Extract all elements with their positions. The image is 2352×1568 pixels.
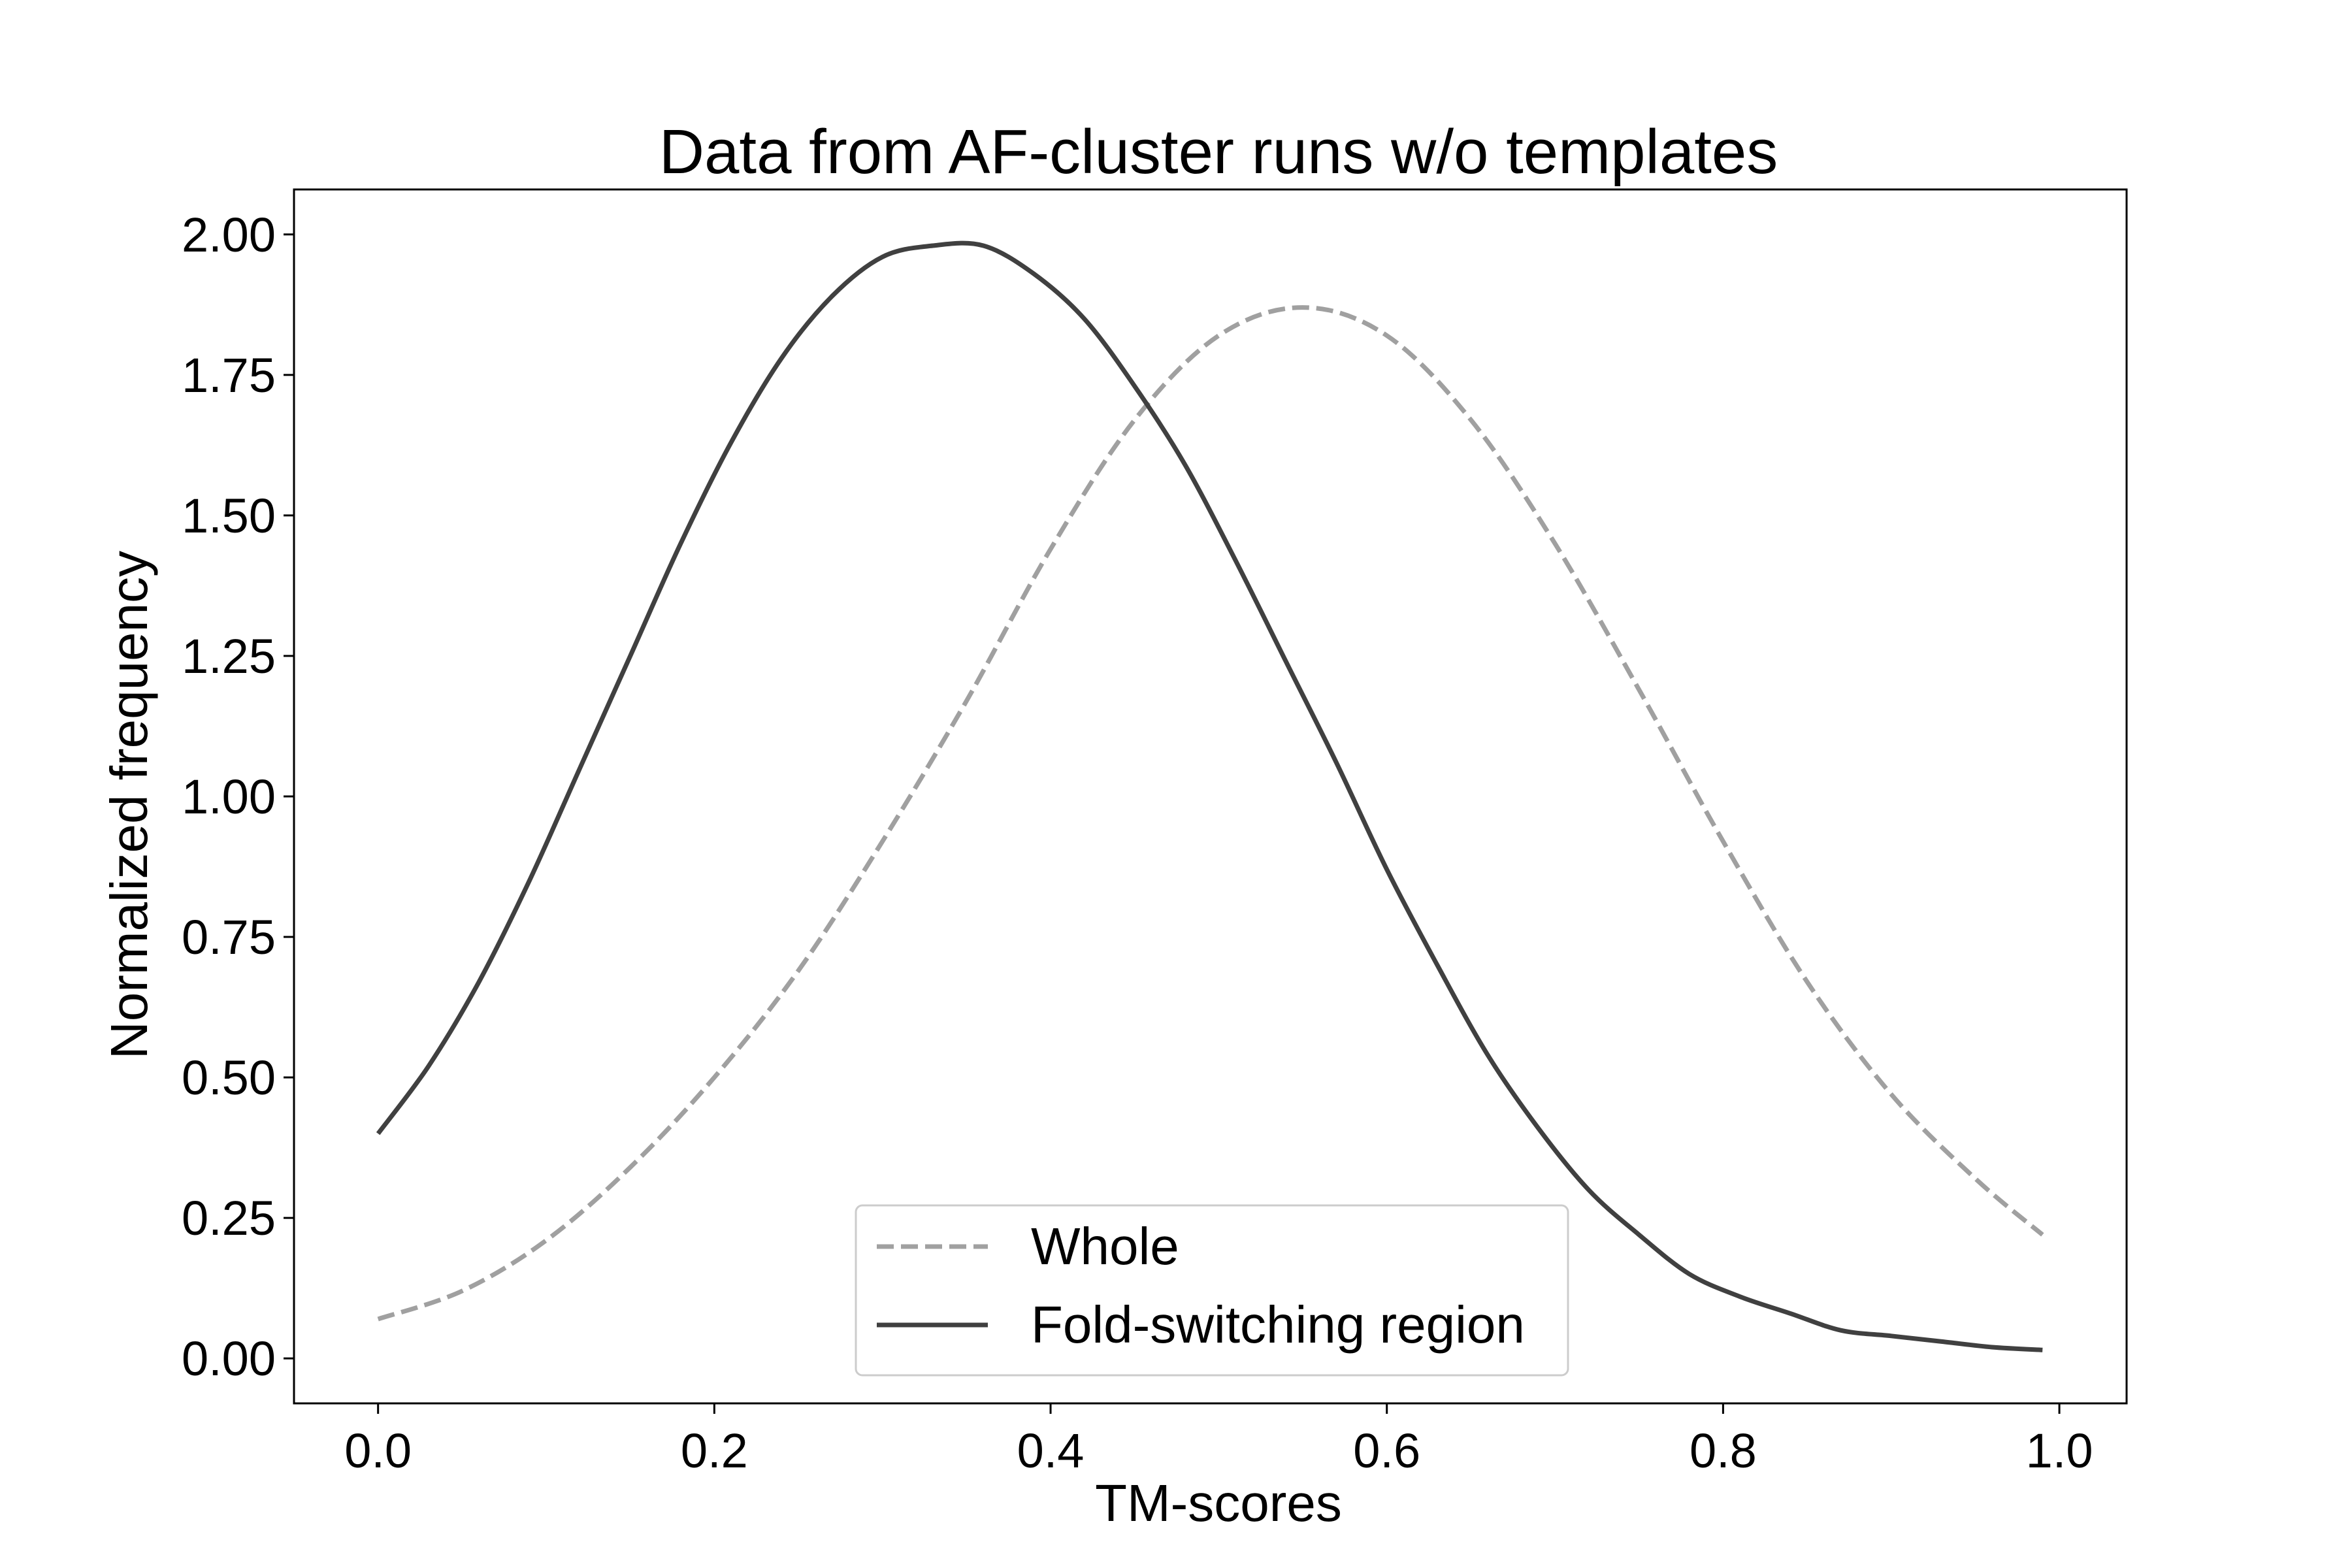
legend-label-whole: Whole <box>1031 1217 1179 1275</box>
chart-title: Data from AF-cluster runs w/o templates <box>659 117 1778 187</box>
y-tick-label: 0.50 <box>182 1051 276 1105</box>
legend-box <box>855 1204 1569 1377</box>
series-line-fold-switching-region <box>376 240 2043 1352</box>
x-tick-label: 1.0 <box>2026 1424 2093 1478</box>
y-tick-label: 1.50 <box>182 489 276 543</box>
x-axis-label: TM-scores <box>1095 1474 1342 1532</box>
y-axis: 0.00 0.25 0.50 0.75 1.00 1.25 1.50 1.75 2.00 <box>182 208 294 1386</box>
x-tick-label: 0.8 <box>1690 1424 1757 1478</box>
y-tick-label: 1.75 <box>182 348 276 402</box>
plot-area: 0.0 0.2 0.4 0.6 0.8 1.0 0.00 0.25 0.50 0.75 1.00 1… <box>182 188 2128 1478</box>
y-tick-label: 0.75 <box>182 910 276 964</box>
y-tick-label: 2.00 <box>182 208 276 262</box>
y-axis-label: Normalized frequency <box>100 551 158 1059</box>
x-tick-label: 0.2 <box>681 1424 748 1478</box>
legend-label-fold-switching-region: Fold-switching region <box>1031 1296 1525 1354</box>
series-line-whole <box>377 305 2044 1322</box>
legend: Whole Fold-switching region <box>855 1204 1569 1377</box>
x-tick-label: 0.6 <box>1353 1424 1420 1478</box>
x-tick-label: 0.0 <box>344 1424 412 1478</box>
y-tick-label: 1.00 <box>182 770 276 824</box>
series-lines <box>376 240 2044 1352</box>
x-tick-label: 0.4 <box>1017 1424 1085 1478</box>
x-axis: 0.0 0.2 0.4 0.6 0.8 1.0 <box>344 1403 2093 1478</box>
y-tick-label: 0.00 <box>182 1331 276 1386</box>
y-tick-label: 1.25 <box>182 629 276 683</box>
y-tick-label: 0.25 <box>182 1191 276 1245</box>
